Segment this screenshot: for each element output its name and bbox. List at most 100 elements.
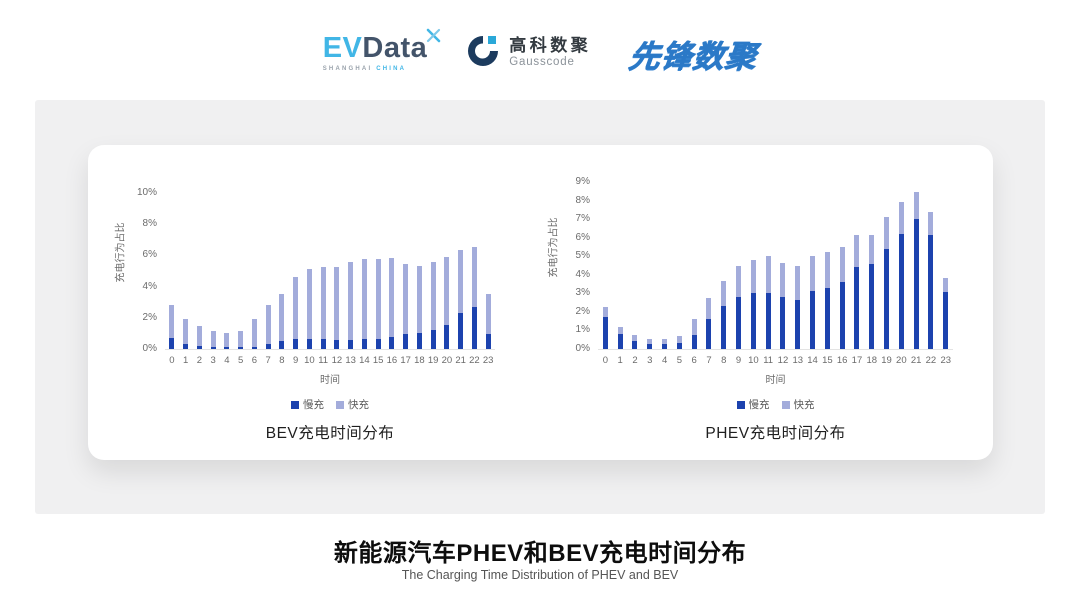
fast-charge-segment (265, 305, 271, 344)
x-tick-label: 20 (441, 355, 453, 366)
slow-charge-segment (251, 346, 257, 349)
bev-legend: 慢充 快充 (165, 397, 495, 412)
fast-charge-segment (898, 201, 904, 234)
fast-charge-segment (632, 335, 638, 341)
evdata-ev-text: EV (322, 32, 363, 64)
slow-charge-segment (721, 306, 727, 349)
slow-charge-segment (884, 248, 890, 349)
y-tick-label: 0% (575, 343, 590, 354)
legend-item-slow: 慢充 (736, 397, 770, 412)
fast-charge-segment (403, 264, 409, 335)
y-tick-label: 4% (142, 280, 157, 292)
bev-x-ticks: 0 1 2 3 4 5 6 7 8 9 10 11 12 13 14 15 16 17 18 19 20 21 22 23 (165, 355, 495, 366)
x-tick-label: 13 (345, 355, 356, 366)
x-tick-label: 8 (721, 355, 727, 366)
slow-charge-segment (943, 292, 949, 349)
fast-charge-segment (765, 256, 771, 294)
gausscode-wordmark: 高科数聚 Gausscode (509, 37, 591, 68)
fast-charge-segment (662, 338, 668, 345)
slow-charge-segment (361, 338, 367, 349)
bar-hour-11 (316, 193, 330, 349)
slow-charge-segment (444, 324, 450, 349)
bar-hour-16 (385, 193, 399, 349)
slow-charge-segment (306, 338, 312, 349)
slow-charge-segment (662, 344, 668, 349)
slow-charge-segment (265, 343, 271, 349)
slow-charge-segment (485, 334, 491, 349)
bar-hour-10 (746, 182, 761, 349)
fast-charge-segment (224, 332, 230, 348)
y-tick-label: 7% (575, 213, 590, 225)
bar-hour-13 (344, 193, 358, 349)
fast-charge-segment (884, 217, 890, 249)
bar-hour-14 (805, 182, 820, 349)
y-tick-label: 8% (575, 194, 590, 206)
bar-hour-4 (220, 193, 234, 349)
fast-charge-segment (485, 293, 491, 335)
legend-swatch-fast (781, 400, 790, 409)
x-tick-label: 13 (792, 355, 804, 366)
x-tick-label: 21 (910, 355, 922, 366)
x-tick-label: 5 (237, 355, 244, 366)
fast-charge-segment (795, 265, 801, 300)
slow-charge-segment (824, 287, 830, 349)
x-tick-label: 18 (414, 355, 425, 366)
bev-x-axis-title: 时间 (320, 375, 340, 386)
x-tick-label: 2 (196, 355, 203, 366)
x-tick-label: 20 (896, 355, 907, 366)
bar-hour-15 (371, 193, 385, 349)
slow-charge-segment (928, 234, 934, 349)
bar-hour-16 (835, 182, 850, 349)
x-tick-label: 8 (279, 355, 285, 366)
fast-charge-segment (913, 192, 919, 220)
y-tick-label: 1% (575, 324, 590, 336)
slow-charge-segment (750, 293, 756, 349)
fast-charge-segment (320, 267, 326, 339)
evdata-spark-icon (426, 28, 441, 48)
fast-charge-segment (602, 307, 608, 317)
slow-charge-segment (471, 306, 477, 349)
slow-charge-segment (676, 343, 682, 349)
pioneer-data-logo: 先锋数聚 (627, 38, 759, 74)
fast-charge-segment (306, 268, 312, 339)
x-tick-label: 7 (265, 355, 271, 366)
x-tick-label: 1 (617, 355, 623, 366)
x-tick-label: 9 (292, 355, 299, 366)
bar-hour-6 (248, 193, 262, 349)
fast-charge-segment (348, 261, 354, 340)
y-tick-label: 10% (136, 187, 157, 198)
legend-label: 快充 (348, 399, 369, 411)
phev-legend: 慢充 快充 (598, 397, 953, 412)
phev-y-ticks: 0% 1% 2% 3% 4% 5% 6% 7% 8% 9% (558, 177, 598, 354)
x-tick-label: 22 (925, 355, 937, 366)
fast-charge-segment (183, 319, 189, 344)
bar-hour-1 (613, 182, 628, 349)
header-logos: EVData SHANGHAI CHINA 高科数聚 (0, 24, 1080, 82)
fast-charge-segment (334, 267, 340, 340)
bev-chart: 充电行为占比 0% 2% 4% 6% 8% 10% 0 1 2 3 4 5 6 7 8 9 10 11 12 13 1… (115, 145, 495, 460)
charts-card: 充电行为占比 0% 2% 4% 6% 8% 10% 0 1 2 3 4 5 6 7 8 9 10 11 12 13 1… (88, 145, 993, 460)
fast-charge-segment (416, 266, 422, 333)
y-tick-label: 2% (575, 305, 590, 317)
phev-plot-area: 0% 1% 2% 3% 4% 5% 6% 7% 8% 9% (576, 177, 953, 354)
slow-charge-segment (334, 339, 340, 349)
bar-hour-18 (413, 193, 427, 349)
x-tick-label: 11 (763, 355, 774, 366)
x-tick-label: 0 (602, 355, 609, 366)
x-tick-label: 6 (251, 355, 258, 366)
bev-plot-area: 0% 2% 4% 6% 8% 10% (137, 188, 495, 354)
evdata-china-text: CHINA (376, 66, 407, 72)
y-tick-label: 4% (575, 268, 590, 280)
bar-hour-10 (303, 193, 317, 349)
bar-hour-22 (468, 193, 482, 349)
fast-charge-segment (389, 257, 395, 337)
slow-charge-segment (780, 297, 786, 349)
bar-hour-0 (165, 193, 179, 349)
bar-hour-22 (924, 182, 939, 349)
bar-hour-6 (687, 182, 702, 349)
fast-charge-segment (210, 331, 216, 348)
slow-charge-segment (632, 340, 638, 349)
phev-bars (598, 182, 953, 349)
x-tick-label: 17 (400, 355, 411, 366)
